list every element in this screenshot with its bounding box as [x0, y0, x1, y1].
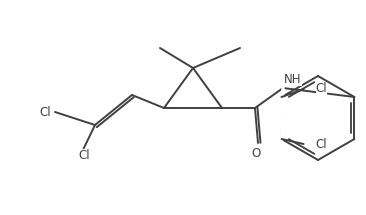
- Text: Cl: Cl: [40, 106, 51, 118]
- Text: O: O: [251, 147, 261, 160]
- Text: Cl: Cl: [315, 83, 327, 95]
- Text: Cl: Cl: [78, 149, 90, 162]
- Text: NH: NH: [284, 73, 302, 86]
- Text: Cl: Cl: [315, 138, 327, 150]
